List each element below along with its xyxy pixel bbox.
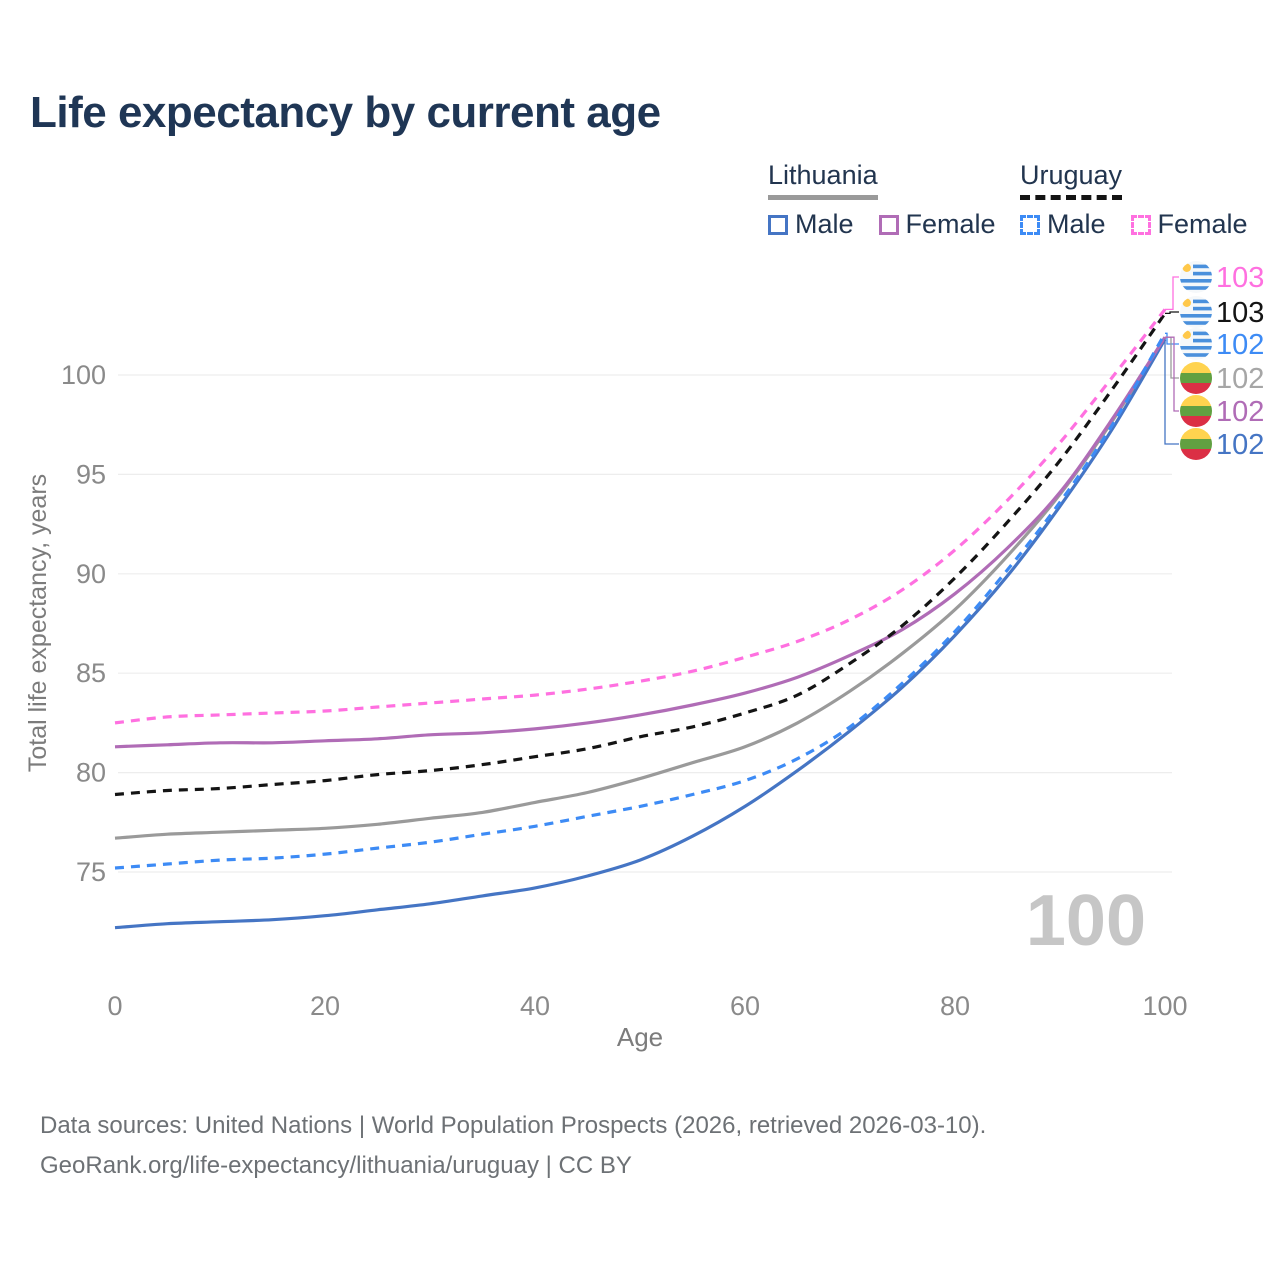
plot-area[interactable] [115,260,1172,910]
uruguay-flag-icon [1180,261,1212,293]
y-tick-label: 90 [76,559,106,589]
legend-items-uruguay: Male Female [1020,209,1248,240]
series-line-uruguay-total[interactable] [114,312,1167,797]
series-line-lithuania-female[interactable] [114,336,1167,749]
end-label-leader-line [1165,336,1179,412]
legend-item-label: Male [795,209,854,239]
legend-item-lithuania-female[interactable]: Female [878,209,996,240]
chart-canvas[interactable]: 75 80 85 90 95 100 0 20 40 60 80 100 Age Total life e… [0,240,1280,1080]
x-tick-label: 20 [310,991,340,1021]
x-tick-label: 60 [730,991,760,1021]
legend-item-uruguay-female[interactable]: Female [1130,209,1248,240]
legend-country-uruguay[interactable]: Uruguay [1020,160,1123,200]
end-label-value: 103 [1216,297,1264,329]
page-title: Life expectancy by current age [30,88,661,137]
x-tick-label: 100 [1142,991,1187,1021]
uruguay-flag-icon [1180,296,1212,328]
x-tick-label: 40 [520,991,550,1021]
x-tick-label: 0 [107,991,122,1021]
end-label-value: 102 [1216,363,1264,395]
legend-item-uruguay-male[interactable]: Male [1020,209,1106,240]
uruguay-female-swatch-icon [1130,214,1151,235]
y-tick-label: 100 [61,360,106,390]
lithuania-flag-icon [1180,362,1212,394]
footer: Data sources: United Nations | World Pop… [40,1106,986,1186]
series-line-lithuania-male[interactable] [114,338,1167,930]
y-axis-title: Total life expectancy, years [24,474,52,772]
lithuania-female-swatch-icon [878,214,899,235]
legend-group-uruguay: Uruguay Male Female [1020,160,1248,240]
lithuania-male-swatch-icon [768,214,788,235]
legend-item-lithuania-male[interactable]: Male [768,209,854,240]
x-axis-title: Age [617,1022,663,1052]
end-label-value: 103 [1216,262,1264,294]
series-line-uruguay-female[interactable] [114,308,1167,725]
lithuania-flag-icon [1180,395,1212,427]
y-tick-label: 75 [76,857,106,887]
y-tick-label: 85 [76,658,106,688]
legend-item-label: Female [905,209,996,239]
legend: Lithuania Male Female Uruguay Ma [0,160,1280,240]
end-label-leader-line [1165,311,1179,315]
end-label-value: 102 [1216,429,1264,461]
end-label-leader-line [1165,276,1179,311]
y-tick-label: 95 [76,459,106,489]
uruguay-male-swatch-icon [1020,214,1040,235]
legend-group-lithuania: Lithuania Male Female [768,160,996,240]
age-indicator: 100 [1026,881,1146,961]
legend-items-lithuania: Male Female [768,209,996,240]
attribution-line: GeoRank.org/life-expectancy/lithuania/ur… [40,1152,632,1179]
data-sources-line: Data sources: United Nations | World Pop… [40,1112,987,1139]
end-label-leader-line [1164,339,1179,445]
series-line-lithuania-total[interactable] [114,336,1167,840]
x-tick-label: 80 [940,991,970,1021]
uruguay-flag-icon [1180,328,1212,360]
legend-item-label: Male [1047,209,1106,239]
legend-item-label: Female [1157,209,1248,239]
end-label-leader-line [1165,332,1179,345]
legend-country-lithuania-label: Lithuania [768,160,878,190]
y-tick-label: 80 [76,758,106,788]
legend-country-uruguay-label: Uruguay [1020,160,1123,190]
lithuania-flag-icon [1180,428,1212,460]
end-label-value: 102 [1216,329,1264,361]
legend-country-lithuania[interactable]: Lithuania [768,160,878,200]
end-label-value: 102 [1216,396,1264,428]
